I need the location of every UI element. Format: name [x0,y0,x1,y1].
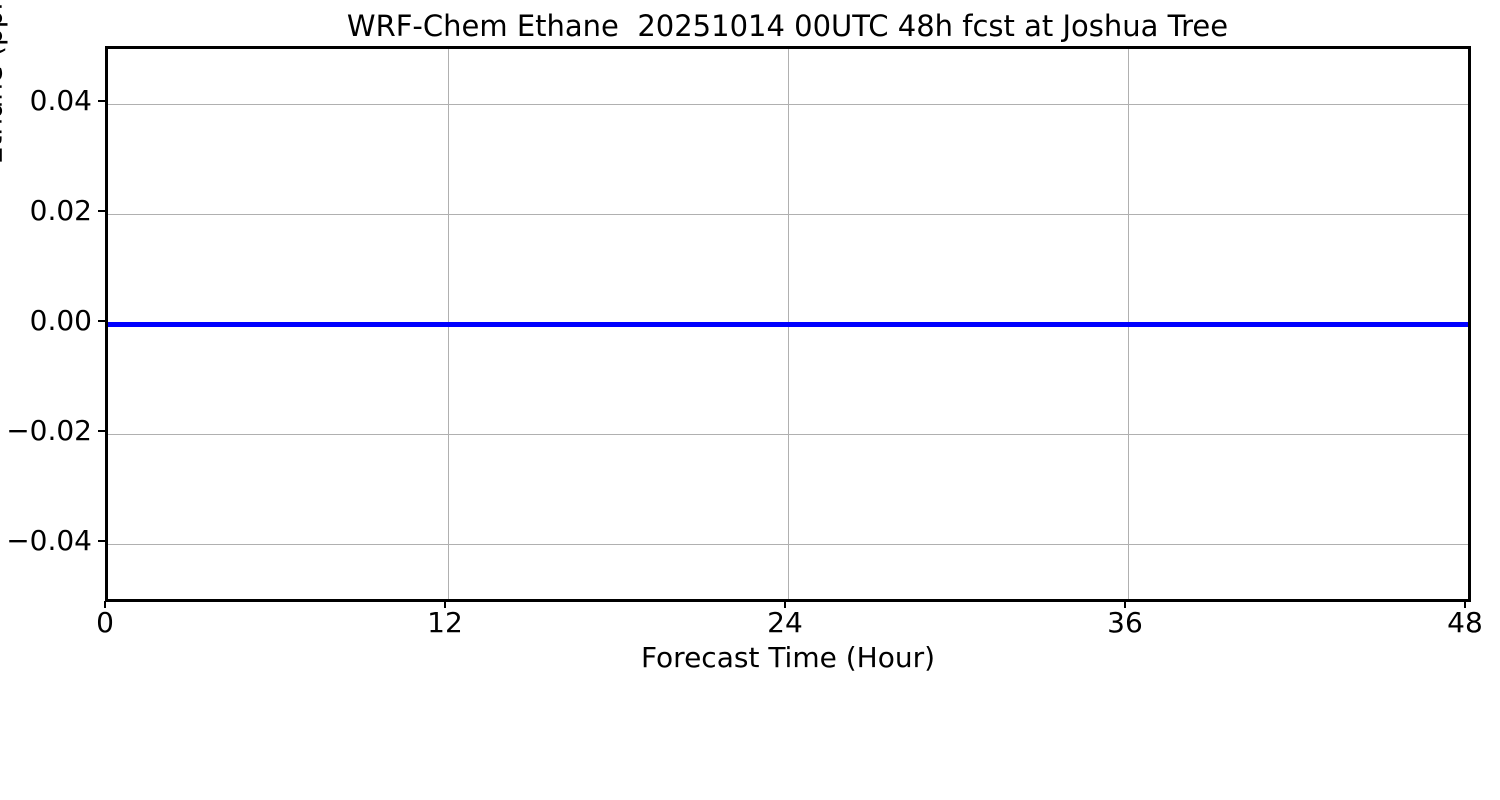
x-axis-label: Forecast Time (Hour) [640,641,936,674]
x-axis-tick-label: 36 [1107,606,1143,639]
x-axis-tick-label: 12 [427,606,463,639]
y-axis-tick-mark [98,100,105,102]
y-axis-tick-mark [98,540,105,542]
x-axis-tick-mark [104,601,106,608]
x-axis-tick-mark [784,601,786,608]
data-series-line [108,321,1468,327]
y-axis-tick-mark [98,320,105,322]
x-axis-tick-label: 24 [767,606,803,639]
y-axis-tick-label: −0.02 [6,414,92,447]
plot-area [105,46,1471,602]
x-axis-tick-labels: 0 12 24 36 48 [96,606,1483,649]
chart-title: WRF-Chem Ethane 20251014 00UTC 48h fcst … [346,9,1229,43]
x-axis-tick-mark [444,601,446,608]
y-axis-tick-mark [98,210,105,212]
x-axis-tick-label: 48 [1447,606,1483,639]
y-axis-tick-labels: 0.04 0.02 0.00 −0.02 −0.04 [0,46,92,602]
x-axis-tick-mark [1124,601,1126,608]
x-axis-tick-mark [1464,601,1466,608]
data-layer [108,49,1468,599]
y-axis-label: Ethane (ppmv) [0,0,9,165]
y-axis-tick-mark [98,430,105,432]
y-axis-tick-label: 0.02 [29,194,92,227]
y-axis-tick-label: −0.04 [6,524,92,557]
y-axis-tick-label: 0.04 [29,84,92,117]
x-axis-tick-label: 0 [96,606,114,639]
y-axis-tick-label: 0.00 [29,304,92,337]
